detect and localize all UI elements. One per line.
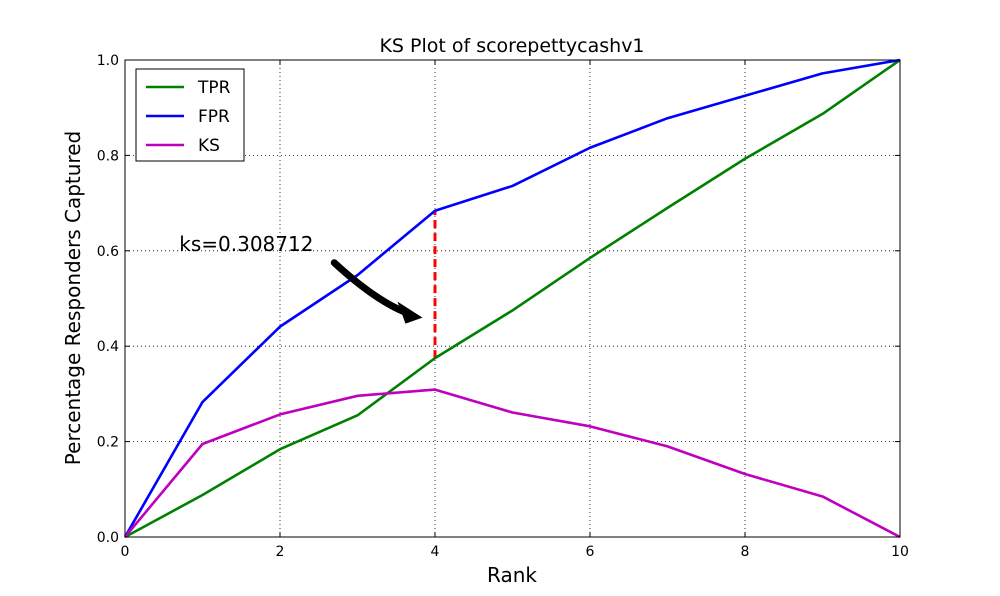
x-tick-label: 8: [741, 544, 750, 560]
series-line-ks: [124, 388, 901, 539]
legend-label-fpr: FPR: [198, 107, 230, 127]
legend-label-tpr: TPR: [197, 78, 231, 98]
y-tick-label: 0.8: [97, 148, 119, 164]
legend-label-ks: KS: [198, 136, 220, 156]
annotation-arrow-head: [397, 301, 423, 324]
x-tick-label: 6: [586, 544, 595, 560]
annotation-arrow-shaft: [330, 259, 407, 316]
y-tick-label: 0.4: [97, 339, 119, 355]
y-tick-label: 1.0: [97, 53, 119, 69]
series-line-tpr: [124, 58, 901, 539]
y-tick-label: 0.6: [97, 244, 119, 260]
x-axis-label: Rank: [487, 563, 537, 587]
x-tick-label: 2: [276, 544, 285, 560]
y-tick-label: 0.2: [97, 435, 119, 451]
x-tick-label: 0: [121, 544, 130, 560]
plot-frame: [124, 59, 901, 538]
ks-annotation: ks=0.308712: [179, 232, 423, 324]
axis-ticks: 0 2 4 6 8 10 0.0 0.2 0.4 0.6 0.8 1.0: [97, 53, 909, 560]
chart-title: KS Plot of scorepettycashv1: [379, 35, 644, 57]
y-axis-label: Percentage Responders Captured: [61, 131, 85, 465]
x-tick-label: 10: [891, 544, 909, 560]
series-lines: [123, 58, 901, 539]
ks-annotation-text: ks=0.308712: [179, 232, 313, 256]
legend: TPR FPR KS: [135, 68, 245, 162]
series-line-fpr: [123, 58, 901, 538]
y-tick-label: 0.0: [97, 530, 119, 546]
plot-background: [125, 60, 900, 537]
x-tick-label: 4: [431, 544, 440, 560]
